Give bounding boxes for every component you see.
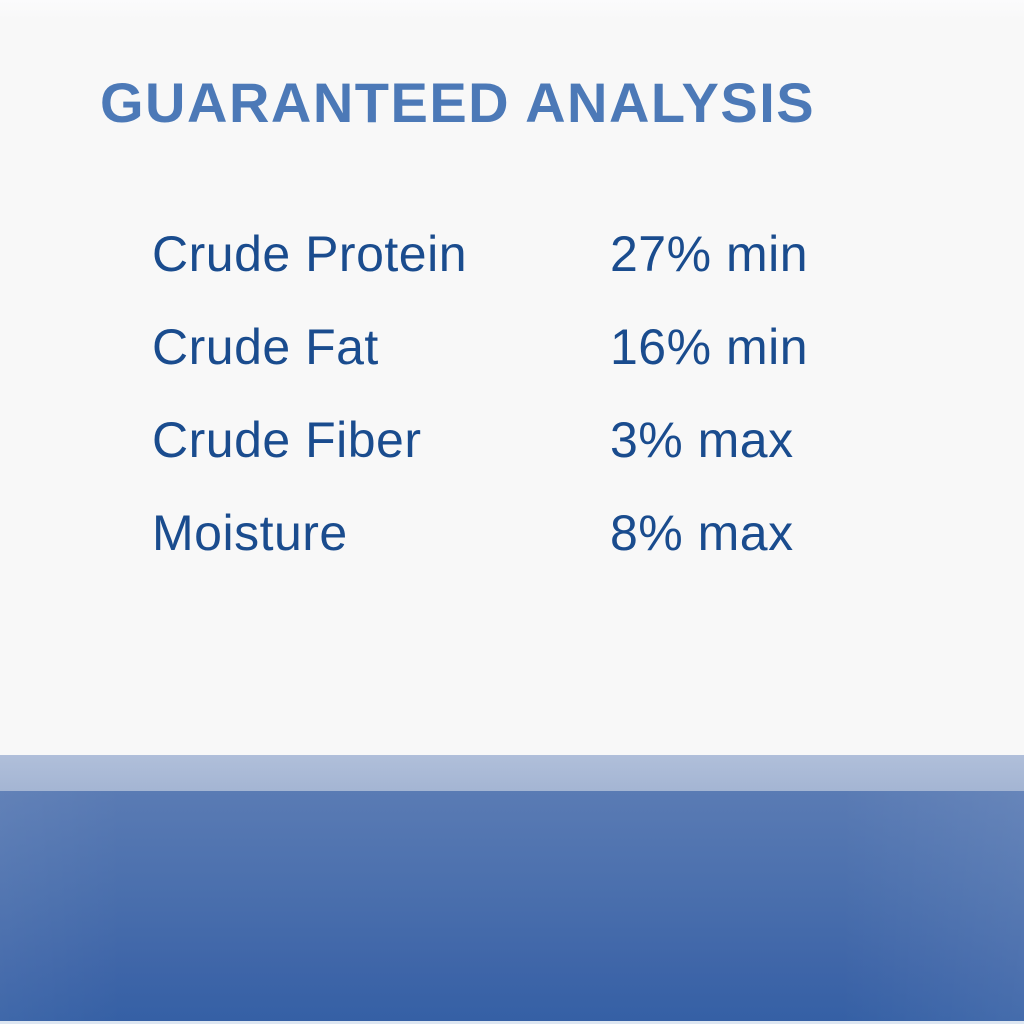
- analysis-table: Crude Protein 27% min Crude Fat 16% min …: [152, 207, 944, 579]
- nutrient-name: Crude Fiber: [152, 411, 422, 468]
- nutrient-name: Crude Protein: [152, 225, 467, 282]
- accent-band-main: [0, 791, 1024, 1021]
- nutrient-value: 16% min: [610, 318, 809, 375]
- analysis-row-moisture: Moisture 8% max: [152, 486, 944, 579]
- analysis-row-crude-protein: Crude Protein 27% min: [152, 207, 944, 300]
- accent-band-light: [0, 755, 1024, 791]
- analysis-row-crude-fiber: Crude Fiber 3% max: [152, 393, 944, 486]
- nutrient-value: 27% min: [610, 225, 809, 282]
- nutrient-value: 8% max: [610, 504, 794, 561]
- accent-band-edge: [0, 1021, 1024, 1024]
- analysis-row-crude-fat: Crude Fat 16% min: [152, 300, 944, 393]
- nutrient-name: Crude Fat: [152, 318, 379, 375]
- nutrient-name: Moisture: [152, 504, 348, 561]
- guaranteed-analysis-title: GUARANTEED ANALYSIS: [100, 71, 816, 134]
- nutrient-value: 3% max: [610, 411, 794, 468]
